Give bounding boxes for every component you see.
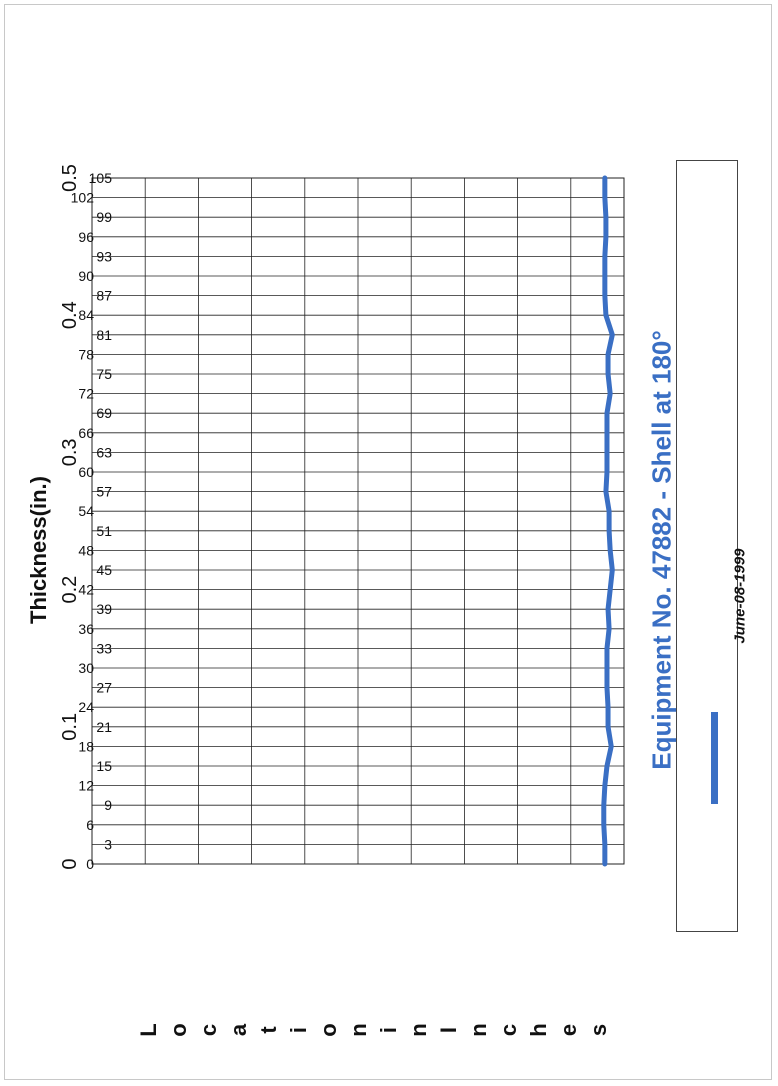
- location-tick-label: 99: [96, 209, 112, 225]
- series-layer: [601, 175, 615, 867]
- location-tick-label: 42: [78, 582, 94, 598]
- location-tick-label: 72: [78, 386, 94, 402]
- x-axis-title-letter: n: [346, 1023, 371, 1036]
- location-tick-label: 27: [96, 680, 112, 696]
- location-tick-label: 102: [71, 190, 95, 206]
- x-axis-title-letter: s: [586, 1024, 611, 1036]
- x-axis-title-letter: o: [166, 1023, 191, 1036]
- x-axis-title-letter: o: [316, 1023, 341, 1036]
- location-tick-label: 54: [78, 503, 94, 519]
- location-tick-label: 78: [78, 346, 94, 362]
- chart-title: Equipment No. 47882 - Shell at 180°: [646, 330, 677, 770]
- location-tick-label: 45: [96, 562, 112, 578]
- location-tick-label: 105: [89, 170, 113, 186]
- location-tick-label: 48: [78, 542, 94, 558]
- x-axis-title-letter: t: [256, 1026, 281, 1034]
- location-tick-label: 81: [96, 327, 112, 343]
- legend-label-wrap: June-08-1999: [720, 536, 760, 656]
- location-tick-label: 75: [96, 366, 112, 382]
- location-tick-label: 15: [96, 758, 112, 774]
- x-axis-title-letter: L: [136, 1023, 161, 1036]
- x-axis-title-letter: n: [466, 1023, 491, 1036]
- y-axis-ticks: 0 0.1 0.2 0.3 0.4 0.5: [59, 164, 81, 869]
- location-tick-label: 66: [78, 425, 94, 441]
- location-tick-label: 51: [96, 523, 112, 539]
- legend-label: June-08-1999: [731, 548, 749, 644]
- location-tick-label: 21: [96, 719, 112, 735]
- x-axis-title-letter: i: [376, 1027, 401, 1033]
- value-tick-label: 0.3: [59, 438, 81, 466]
- location-tick-label: 36: [78, 621, 94, 637]
- x-axis-title-letter: e: [556, 1024, 581, 1036]
- location-tick-label: 18: [78, 738, 94, 754]
- value-tick-label: 0.1: [59, 713, 81, 741]
- location-tick-label: 0: [86, 856, 94, 872]
- location-tick-label: 12: [78, 778, 94, 794]
- x-axis-title-letter: n: [406, 1023, 431, 1036]
- legend-swatch: [711, 712, 718, 804]
- page-frame: [4, 4, 772, 1080]
- legend-box: [676, 160, 738, 932]
- location-tick-label: 84: [78, 307, 94, 323]
- location-tick-label: 30: [78, 660, 94, 676]
- location-tick-label: 9: [104, 797, 112, 813]
- location-tick-label: 96: [78, 229, 94, 245]
- location-tick-label: 60: [78, 464, 94, 480]
- location-tick-label: 39: [96, 601, 112, 617]
- x-axis-title-letter: a: [226, 1023, 251, 1036]
- location-tick-label: 3: [104, 836, 112, 852]
- chart-grid: [91, 177, 625, 865]
- x-axis-title-letter: i: [286, 1027, 311, 1033]
- location-tick-label: 63: [96, 444, 112, 460]
- location-tick-label: 57: [96, 484, 112, 500]
- x-axis-ticks: 1051029996939087848178757269666360575451…: [71, 170, 113, 872]
- location-tick-label: 69: [96, 405, 112, 421]
- value-tick-label: 0.2: [59, 576, 81, 604]
- x-axis-title-letter: I: [436, 1027, 461, 1033]
- location-tick-label: 90: [78, 268, 94, 284]
- value-tick-label: 0: [59, 858, 81, 869]
- x-axis-title-letter: c: [196, 1024, 221, 1036]
- location-tick-label: 33: [96, 640, 112, 656]
- location-tick-label: 6: [86, 817, 94, 833]
- value-tick-label: 0.4: [59, 301, 81, 329]
- series-line-june-08-1999: [601, 175, 615, 867]
- location-tick-label: 87: [96, 288, 112, 304]
- x-axis-title-letter: c: [496, 1024, 521, 1036]
- value-tick-label: 0.5: [59, 164, 81, 192]
- location-tick-label: 93: [96, 248, 112, 264]
- x-axis-title-letter: h: [526, 1023, 551, 1036]
- location-tick-label: 24: [78, 699, 94, 715]
- y-axis-title: Thickness(in.): [26, 476, 51, 624]
